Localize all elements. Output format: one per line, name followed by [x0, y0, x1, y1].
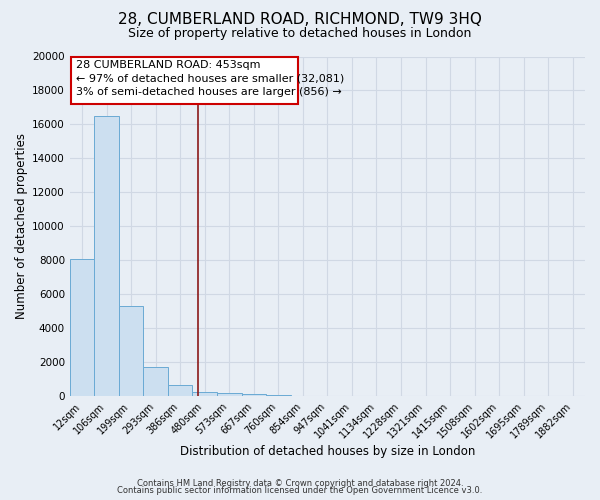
- Bar: [193, 392, 217, 396]
- Bar: [94, 116, 119, 396]
- Bar: [168, 385, 193, 396]
- Text: 3% of semi-detached houses are larger (856) →: 3% of semi-detached houses are larger (8…: [76, 87, 341, 97]
- Text: ← 97% of detached houses are smaller (32,081): ← 97% of detached houses are smaller (32…: [76, 74, 344, 84]
- Bar: [242, 394, 266, 396]
- Text: Size of property relative to detached houses in London: Size of property relative to detached ho…: [128, 28, 472, 40]
- Bar: [119, 306, 143, 396]
- Text: Contains HM Land Registry data © Crown copyright and database right 2024.: Contains HM Land Registry data © Crown c…: [137, 478, 463, 488]
- X-axis label: Distribution of detached houses by size in London: Distribution of detached houses by size …: [180, 444, 475, 458]
- Y-axis label: Number of detached properties: Number of detached properties: [15, 134, 28, 320]
- Text: Contains public sector information licensed under the Open Government Licence v3: Contains public sector information licen…: [118, 486, 482, 495]
- Text: 28 CUMBERLAND ROAD: 453sqm: 28 CUMBERLAND ROAD: 453sqm: [76, 60, 260, 70]
- Bar: [266, 395, 290, 396]
- FancyBboxPatch shape: [71, 56, 298, 104]
- Bar: [70, 258, 94, 396]
- Bar: [143, 366, 168, 396]
- Text: 28, CUMBERLAND ROAD, RICHMOND, TW9 3HQ: 28, CUMBERLAND ROAD, RICHMOND, TW9 3HQ: [118, 12, 482, 28]
- Bar: [217, 393, 242, 396]
